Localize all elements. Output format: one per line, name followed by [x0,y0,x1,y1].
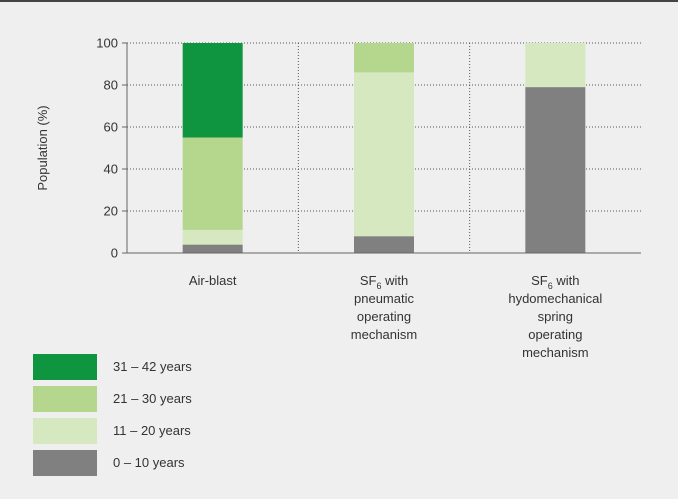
legend-item: 0 – 10 years [33,450,333,476]
category-label: SF6 with pneumatic operating mechanism [351,273,417,342]
bar-segment-0-1 [182,229,243,245]
legend-label: 31 – 42 years [113,359,192,374]
legend-item: 31 – 42 years [33,354,333,380]
bar-segment-1-2 [354,43,414,73]
y-tick-label: 80 [104,78,118,93]
y-tick-label: 20 [104,204,118,219]
bar-segment-0-2 [182,137,243,230]
legend-item: 21 – 30 years [33,386,333,412]
legend-swatch [33,418,97,444]
legend-label: 0 – 10 years [113,455,185,470]
legend-label: 21 – 30 years [113,391,192,406]
y-tick-label: 100 [96,36,118,51]
category-label: Air-blast [189,273,237,288]
legend-swatch [33,450,97,476]
y-tick-label: 40 [104,162,118,177]
legend-label: 11 – 20 years [113,423,191,438]
legend-swatch [33,386,97,412]
bar-segment-2-0 [525,87,586,253]
y-tick-label: 0 [111,246,118,261]
bar-segment-2-1 [525,43,586,88]
y-tick-label: 60 [104,120,118,135]
legend-item: 11 – 20 years [33,418,333,444]
y-axis-label: Population (%) [35,105,50,190]
category-label: SF6 with hydomechanical spring operating mec… [508,273,602,360]
bar-segment-1-1 [354,72,414,237]
bar-segment-1-0 [354,236,414,253]
bar-segment-0-0 [182,244,243,253]
top-rule [0,0,678,2]
bar-segment-0-3 [182,43,243,138]
legend-swatch [33,354,97,380]
